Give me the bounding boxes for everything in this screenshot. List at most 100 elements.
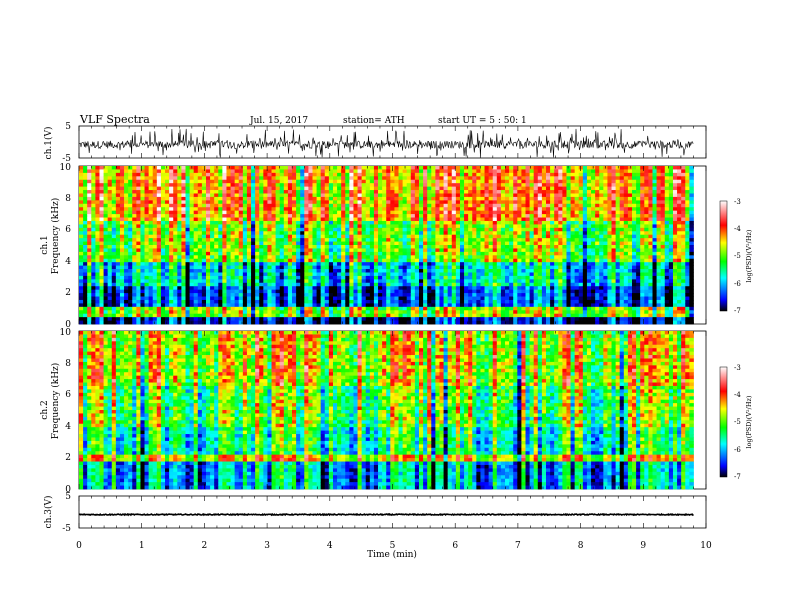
spectrogram-cell <box>451 179 457 184</box>
spectrogram-cell <box>119 234 125 239</box>
spectrogram-cell <box>390 286 395 291</box>
spectrogram-cell <box>251 207 256 212</box>
spectrogram-cell <box>152 251 158 256</box>
spectrogram-cell <box>459 176 465 181</box>
spectrogram-cell <box>386 265 391 270</box>
spectrogram-cell <box>218 193 223 198</box>
spectrogram-cell <box>365 169 371 174</box>
spectrogram-cell <box>476 317 481 321</box>
spectrogram-cell <box>386 220 391 225</box>
spectrogram-cell <box>148 238 154 242</box>
spectrogram-cell <box>226 176 231 181</box>
spectrogram-cell <box>468 293 473 297</box>
spectrogram-cell <box>238 272 244 277</box>
spectrogram-cell <box>160 172 166 177</box>
spectrogram-cell <box>234 265 240 270</box>
spectrogram-cell <box>296 234 301 239</box>
spectrogram-cell <box>398 269 404 273</box>
spectrogram-cell <box>480 190 485 194</box>
spectrogram-cell <box>394 282 399 287</box>
spectrogram-cell <box>353 258 358 263</box>
spectrogram-cell <box>132 166 137 170</box>
spectrogram-cell <box>332 265 338 270</box>
spectrogram-cell <box>201 176 207 181</box>
spectrogram-cell <box>316 220 322 225</box>
spectrogram-cell <box>509 231 514 236</box>
spectrogram-cell <box>267 193 272 198</box>
spectrogram-cell <box>316 303 322 308</box>
spectrogram-cell <box>140 210 145 215</box>
spectrogram-cell <box>111 190 117 194</box>
spectrogram-cell <box>218 279 223 284</box>
spectrogram-cell <box>296 293 301 297</box>
spectrogram-cell <box>345 166 350 170</box>
spectrogram-cell <box>369 255 375 260</box>
spectrogram-cell <box>99 303 104 308</box>
spectrogram-cell <box>119 172 125 177</box>
spectrogram-cell <box>103 207 109 212</box>
spectrogram-cell <box>251 166 256 170</box>
spectrogram-cell <box>337 207 342 212</box>
spectrogram-cell <box>439 200 444 205</box>
spectrogram-cell <box>505 313 510 318</box>
spectrogram-cell <box>189 200 195 205</box>
spectrogram-cell <box>189 289 195 294</box>
spectrogram-cell <box>242 269 248 273</box>
spectrogram-cell <box>271 207 277 212</box>
spectrogram-cell <box>132 207 137 212</box>
spectrogram-cell <box>332 320 338 325</box>
spectrogram-cell <box>398 296 404 301</box>
spectrogram-cell <box>222 317 227 321</box>
spectrogram-cell <box>169 166 174 170</box>
spectrogram-cell <box>332 227 338 232</box>
spectrogram-cell <box>476 196 481 201</box>
spectrogram-cell <box>423 166 428 170</box>
spectrogram-cell <box>496 265 502 270</box>
spectrogram-cell <box>341 183 346 187</box>
spectrogram-cell <box>226 255 231 260</box>
spectrogram-cell <box>500 166 506 170</box>
spectrogram-cell <box>218 282 223 287</box>
spectrogram-cell <box>210 224 215 229</box>
spectrogram-cell <box>459 169 465 174</box>
spectrogram-cell <box>492 289 498 294</box>
spectrogram-cell <box>492 176 498 181</box>
spectrogram-cell <box>373 196 379 201</box>
spectrogram-cell <box>373 258 379 263</box>
spectrogram-cell <box>488 176 494 181</box>
spectrogram-cell <box>443 210 449 215</box>
spectrogram-cell <box>132 193 137 198</box>
spectrogram-cell <box>115 272 121 277</box>
spectrogram-cell <box>468 169 473 174</box>
spectrogram-cell <box>87 176 92 181</box>
spectrogram-cell <box>464 179 469 184</box>
spectrogram-cell <box>189 214 195 218</box>
spectrogram-cell <box>410 172 416 177</box>
spectrogram-cell <box>214 303 219 308</box>
spectrogram-cell <box>312 258 317 263</box>
spectrogram-cell <box>423 245 428 249</box>
spectrogram-cell <box>193 220 199 225</box>
spectrogram-cell <box>263 210 268 215</box>
spectrogram-cell <box>107 179 113 184</box>
spectrogram-cell <box>382 299 387 304</box>
spectrogram-cell <box>181 172 186 177</box>
spectrogram-cell <box>107 196 113 201</box>
spectrogram-cell <box>136 220 141 225</box>
spectrogram-cell <box>152 234 158 239</box>
spectrogram-cell <box>296 172 301 177</box>
spectrogram-cell <box>132 227 137 232</box>
spectrogram-cell <box>308 245 313 249</box>
spectrogram-cell <box>103 245 109 249</box>
spectrogram-cell <box>255 210 260 215</box>
spectrogram-cell <box>308 169 313 174</box>
spectrogram-cell <box>148 231 154 236</box>
spectrogram-cell <box>181 262 186 266</box>
spectrogram-cell <box>476 179 481 184</box>
spectrogram-cell <box>459 293 465 297</box>
spectrogram-cell <box>345 313 350 318</box>
spectrogram-cell <box>500 303 506 308</box>
spectrogram-cell <box>128 272 133 277</box>
spectrogram-cell <box>128 286 133 291</box>
spectrogram-cell <box>484 286 490 291</box>
